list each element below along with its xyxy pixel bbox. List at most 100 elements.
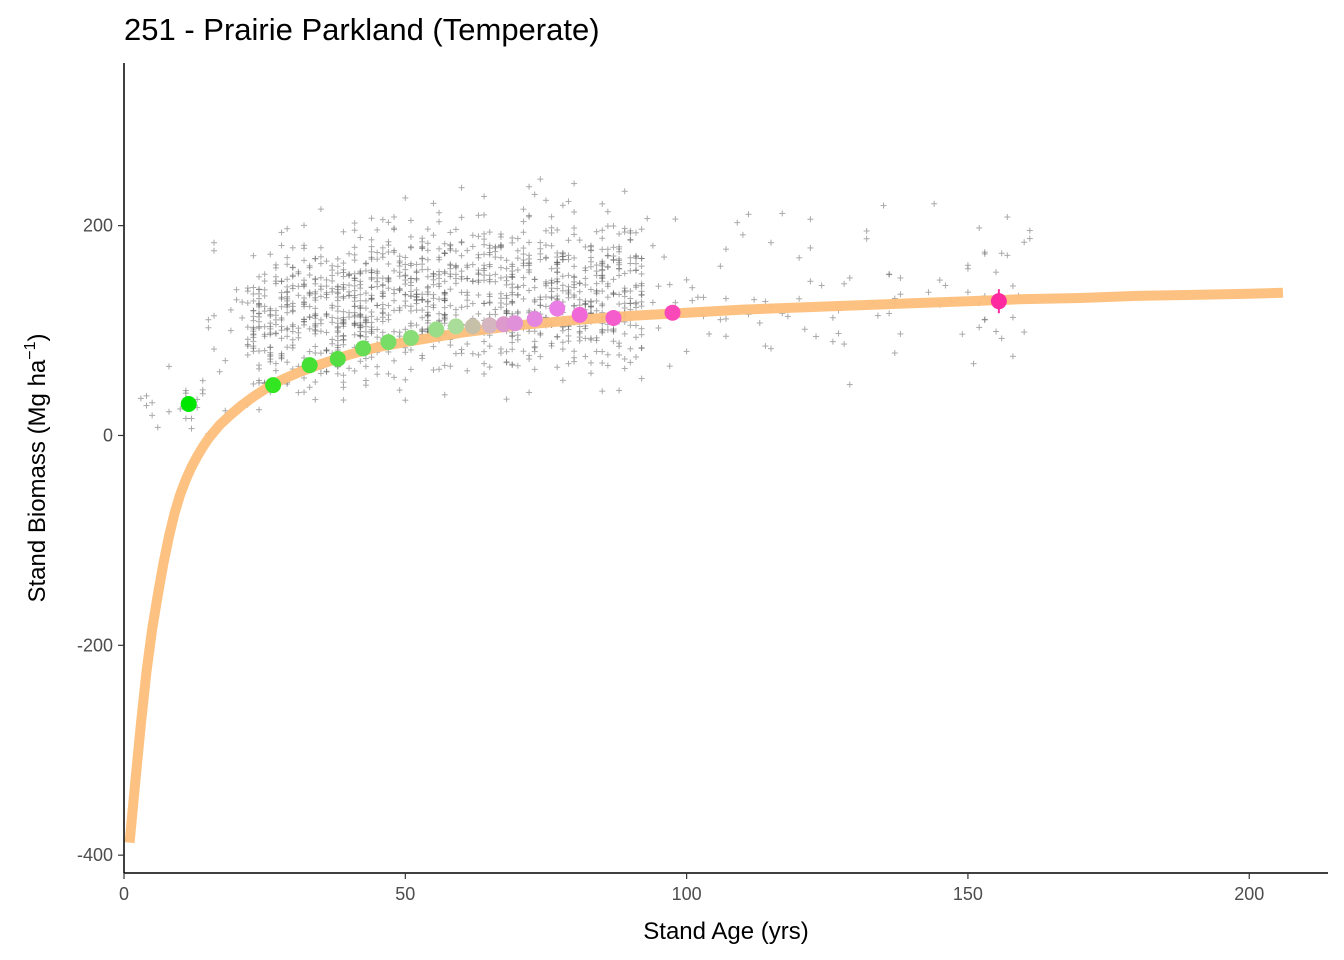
scatter-point bbox=[475, 267, 482, 274]
scatter-point bbox=[526, 239, 533, 246]
scatter-point bbox=[256, 365, 263, 372]
scatter-point bbox=[284, 225, 291, 232]
scatter-point bbox=[317, 274, 324, 281]
scatter-point bbox=[638, 331, 645, 338]
scatter-point bbox=[402, 266, 409, 273]
scatter-point bbox=[413, 261, 420, 268]
scatter-point bbox=[334, 289, 341, 296]
scatter-point bbox=[396, 285, 403, 292]
scatter-point bbox=[374, 283, 381, 290]
scatter-point bbox=[632, 282, 639, 289]
scatter-point bbox=[548, 342, 555, 349]
scatter-point bbox=[559, 273, 566, 280]
mean-point bbox=[464, 318, 481, 335]
scatter-point bbox=[627, 236, 634, 243]
scatter-point bbox=[368, 236, 375, 243]
scatter-point bbox=[514, 283, 521, 290]
scatter-point bbox=[503, 257, 510, 264]
scatter-point bbox=[627, 359, 634, 366]
scatter-point bbox=[863, 235, 870, 242]
scatter-point bbox=[402, 376, 409, 383]
scatter-point bbox=[587, 258, 594, 265]
scatter-point bbox=[531, 343, 538, 350]
scatter-point bbox=[481, 300, 488, 307]
scatter-point bbox=[351, 251, 358, 258]
scatter-point bbox=[441, 240, 448, 247]
scatter-point bbox=[593, 307, 600, 314]
scatter-point bbox=[846, 381, 853, 388]
scatter-point bbox=[813, 333, 820, 340]
scatter-point bbox=[464, 264, 471, 271]
scatter-point bbox=[261, 292, 268, 299]
scatter-point bbox=[616, 387, 623, 394]
scatter-point bbox=[621, 330, 628, 337]
scatter-point bbox=[638, 263, 645, 270]
scatter-point bbox=[436, 366, 443, 373]
scatter-point bbox=[430, 304, 437, 311]
scatter-point bbox=[1021, 329, 1028, 336]
scatter-point bbox=[587, 286, 594, 293]
scatter-point bbox=[970, 360, 977, 367]
scatter-point bbox=[762, 343, 769, 350]
scatter-point bbox=[452, 306, 459, 313]
x-tick-label: 150 bbox=[953, 884, 983, 904]
y-tick-label: 200 bbox=[83, 216, 113, 236]
scatter-point bbox=[362, 316, 369, 323]
scatter-point bbox=[413, 307, 420, 314]
scatter-point bbox=[379, 301, 386, 308]
scatter-point bbox=[486, 245, 493, 252]
x-tick-label: 50 bbox=[395, 884, 415, 904]
scatter-point bbox=[582, 267, 589, 274]
scatter-point bbox=[655, 283, 662, 290]
scatter-point bbox=[604, 327, 611, 334]
scatter-point bbox=[841, 341, 848, 348]
scatter-point bbox=[638, 288, 645, 295]
scatter-point bbox=[222, 357, 229, 364]
scatter-point bbox=[368, 248, 375, 255]
scatter-point bbox=[306, 325, 313, 332]
scatter-point bbox=[357, 268, 364, 275]
scatter-point bbox=[526, 266, 533, 273]
scatter-point bbox=[368, 319, 375, 326]
scatter-point bbox=[436, 280, 443, 287]
scatter-point bbox=[272, 360, 279, 367]
scatter-point bbox=[256, 303, 263, 310]
scatter-point bbox=[413, 269, 420, 276]
scatter-point bbox=[542, 282, 549, 289]
scatter-point bbox=[610, 276, 617, 283]
scatter-point bbox=[576, 237, 583, 244]
scatter-point bbox=[593, 288, 600, 295]
scatter-point bbox=[509, 332, 516, 339]
scatter-point bbox=[396, 387, 403, 394]
scatter-point bbox=[424, 256, 431, 263]
scatter-point bbox=[385, 302, 392, 309]
scatter-point bbox=[632, 260, 639, 267]
scatter-point bbox=[362, 297, 369, 304]
x-ticks: 0 50 100 150 200 bbox=[119, 873, 1264, 904]
scatter-point bbox=[177, 405, 184, 412]
scatter-point bbox=[295, 334, 302, 341]
scatter-point bbox=[362, 290, 369, 297]
scatter-point bbox=[942, 282, 949, 289]
scatter-point bbox=[492, 254, 499, 261]
scatter-point bbox=[796, 295, 803, 302]
scatter-point bbox=[430, 200, 437, 207]
scatter-point bbox=[599, 200, 606, 207]
scatter-point bbox=[751, 296, 758, 303]
scatter-point bbox=[250, 348, 257, 355]
scatter-point bbox=[497, 244, 504, 251]
scatter-point bbox=[768, 345, 775, 352]
scatter-point bbox=[548, 229, 555, 236]
scatter-point bbox=[436, 209, 443, 216]
scatter-point bbox=[514, 291, 521, 298]
scatter-point bbox=[312, 350, 319, 357]
scatter-point bbox=[447, 342, 454, 349]
scatter-point bbox=[379, 250, 386, 257]
scatter-point bbox=[222, 407, 229, 414]
scatter-point bbox=[537, 256, 544, 263]
scatter-point bbox=[503, 348, 510, 355]
scatter-point bbox=[548, 288, 555, 295]
scatter-point bbox=[632, 353, 639, 360]
scatter-point bbox=[312, 326, 319, 333]
scatter-point bbox=[503, 277, 510, 284]
